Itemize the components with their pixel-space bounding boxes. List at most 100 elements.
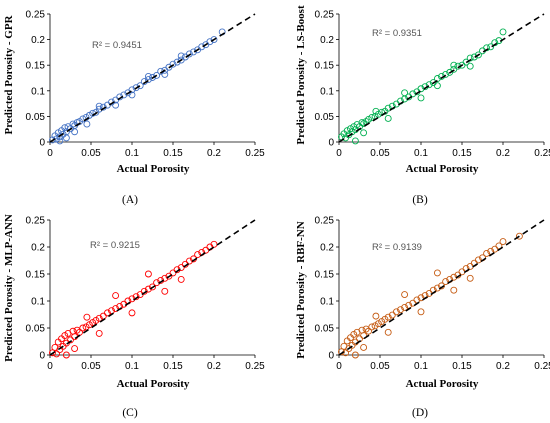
data-point bbox=[360, 332, 368, 340]
data-point bbox=[190, 48, 197, 56]
data-point bbox=[112, 101, 120, 109]
panel-label-gpr: (A) bbox=[122, 194, 138, 206]
data-point bbox=[149, 283, 156, 291]
data-point bbox=[365, 327, 372, 335]
y-axis-title-lsboost: Predicted Porosity - LS-Boost bbox=[295, 5, 307, 145]
y-tick-label: 0.15 bbox=[26, 61, 46, 72]
data-point bbox=[474, 256, 482, 264]
x-tick-label: 0.25 bbox=[245, 361, 265, 372]
data-point bbox=[360, 129, 368, 137]
y-tick-label: 0.1 bbox=[320, 297, 334, 308]
data-point bbox=[112, 305, 120, 313]
data-point bbox=[128, 309, 136, 317]
data-point bbox=[450, 61, 458, 69]
x-tick-label: 0.25 bbox=[534, 148, 550, 159]
x-tick-label: 0.1 bbox=[414, 148, 428, 159]
data-point bbox=[392, 308, 400, 316]
data-point bbox=[372, 312, 380, 320]
y-tick-label: 0.1 bbox=[320, 86, 334, 97]
panel-rbfnn: Predicted Porosity - RBF-NN R² = 0.9139 … bbox=[295, 216, 550, 420]
x-tick-label: 0.15 bbox=[163, 148, 183, 159]
data-point bbox=[132, 84, 140, 92]
y-tick-label: 0.25 bbox=[315, 216, 335, 227]
data-point bbox=[136, 82, 144, 90]
y-tick-label: 0.1 bbox=[31, 297, 45, 308]
data-point bbox=[210, 36, 218, 44]
data-point bbox=[103, 309, 111, 317]
y-tick-label: 0 bbox=[328, 138, 334, 149]
panel-label-rbfnn: (D) bbox=[412, 407, 428, 419]
data-point bbox=[499, 238, 507, 246]
data-point bbox=[483, 44, 491, 52]
data-point bbox=[401, 304, 409, 311]
data-point bbox=[384, 328, 392, 336]
y-tick-label: 0.05 bbox=[26, 324, 46, 335]
data-point bbox=[368, 323, 376, 331]
data-point bbox=[417, 94, 425, 102]
data-point bbox=[466, 62, 474, 70]
data-point bbox=[128, 86, 136, 94]
r2-label-gpr: R² = 0.9451 bbox=[92, 40, 142, 51]
data-point bbox=[384, 104, 392, 112]
reference-line bbox=[49, 13, 256, 143]
data-point bbox=[71, 345, 79, 352]
reference-line bbox=[49, 219, 256, 356]
data-point bbox=[185, 50, 193, 58]
data-point bbox=[433, 75, 441, 82]
data-point bbox=[491, 39, 499, 47]
data-point bbox=[483, 250, 491, 257]
data-point bbox=[474, 51, 482, 59]
data-point bbox=[466, 54, 474, 62]
data-point bbox=[153, 71, 161, 79]
data-point bbox=[56, 137, 64, 145]
data-point bbox=[362, 325, 370, 333]
data-point bbox=[112, 292, 120, 300]
data-point bbox=[95, 329, 103, 337]
data-point bbox=[433, 82, 441, 90]
panel-gpr: Predicted Porosity - GPR R² = 0.9451 Act… bbox=[3, 10, 265, 207]
panel-mlpann: Predicted Porosity - MLP-ANN R² = 0.9215… bbox=[3, 214, 265, 419]
data-point bbox=[351, 351, 359, 359]
r2-label-rbfnn: R² = 0.9139 bbox=[372, 242, 422, 253]
data-point bbox=[462, 58, 470, 66]
data-point bbox=[83, 120, 91, 128]
data-point bbox=[360, 343, 368, 351]
data-point bbox=[499, 28, 507, 36]
y-tick-label: 0.25 bbox=[26, 10, 46, 21]
y-tick-label: 0.05 bbox=[26, 112, 46, 123]
data-point bbox=[177, 275, 185, 283]
data-point bbox=[161, 70, 169, 78]
x-tick-label: 0.2 bbox=[207, 148, 221, 159]
y-tick-label: 0.25 bbox=[315, 10, 335, 21]
data-point bbox=[372, 107, 380, 115]
data-point bbox=[95, 102, 103, 110]
x-tick-label: 0.05 bbox=[370, 361, 390, 372]
y-axis-title-rbfnn: Predicted Porosity - RBF-NN bbox=[295, 221, 307, 358]
data-point bbox=[401, 89, 409, 97]
data-point bbox=[62, 351, 70, 359]
data-point bbox=[198, 43, 206, 51]
data-point bbox=[144, 270, 152, 278]
data-point bbox=[128, 91, 136, 99]
y-tick-label: 0.2 bbox=[320, 243, 334, 254]
y-tick-label: 0.05 bbox=[315, 324, 335, 335]
x-tick-label: 0 bbox=[47, 148, 53, 159]
data-point bbox=[161, 287, 169, 295]
y-tick-label: 0 bbox=[39, 351, 45, 362]
r2-label-lsboost: R² = 0.9351 bbox=[372, 28, 422, 39]
y-tick-label: 0.15 bbox=[315, 270, 335, 281]
data-point bbox=[62, 134, 70, 142]
y-tick-label: 0.25 bbox=[26, 216, 46, 227]
data-point bbox=[397, 306, 404, 314]
data-point bbox=[433, 269, 441, 277]
data-point bbox=[417, 294, 425, 302]
data-point bbox=[53, 350, 61, 358]
y-tick-label: 0.2 bbox=[31, 243, 45, 254]
data-point bbox=[351, 137, 359, 145]
x-axis-title-lsboost: Actual Porosity bbox=[406, 163, 479, 175]
data-point bbox=[358, 119, 366, 126]
panel-label-lsboost: (B) bbox=[412, 194, 428, 206]
panel-label-mlpann: (C) bbox=[122, 407, 138, 419]
data-point bbox=[149, 74, 156, 81]
